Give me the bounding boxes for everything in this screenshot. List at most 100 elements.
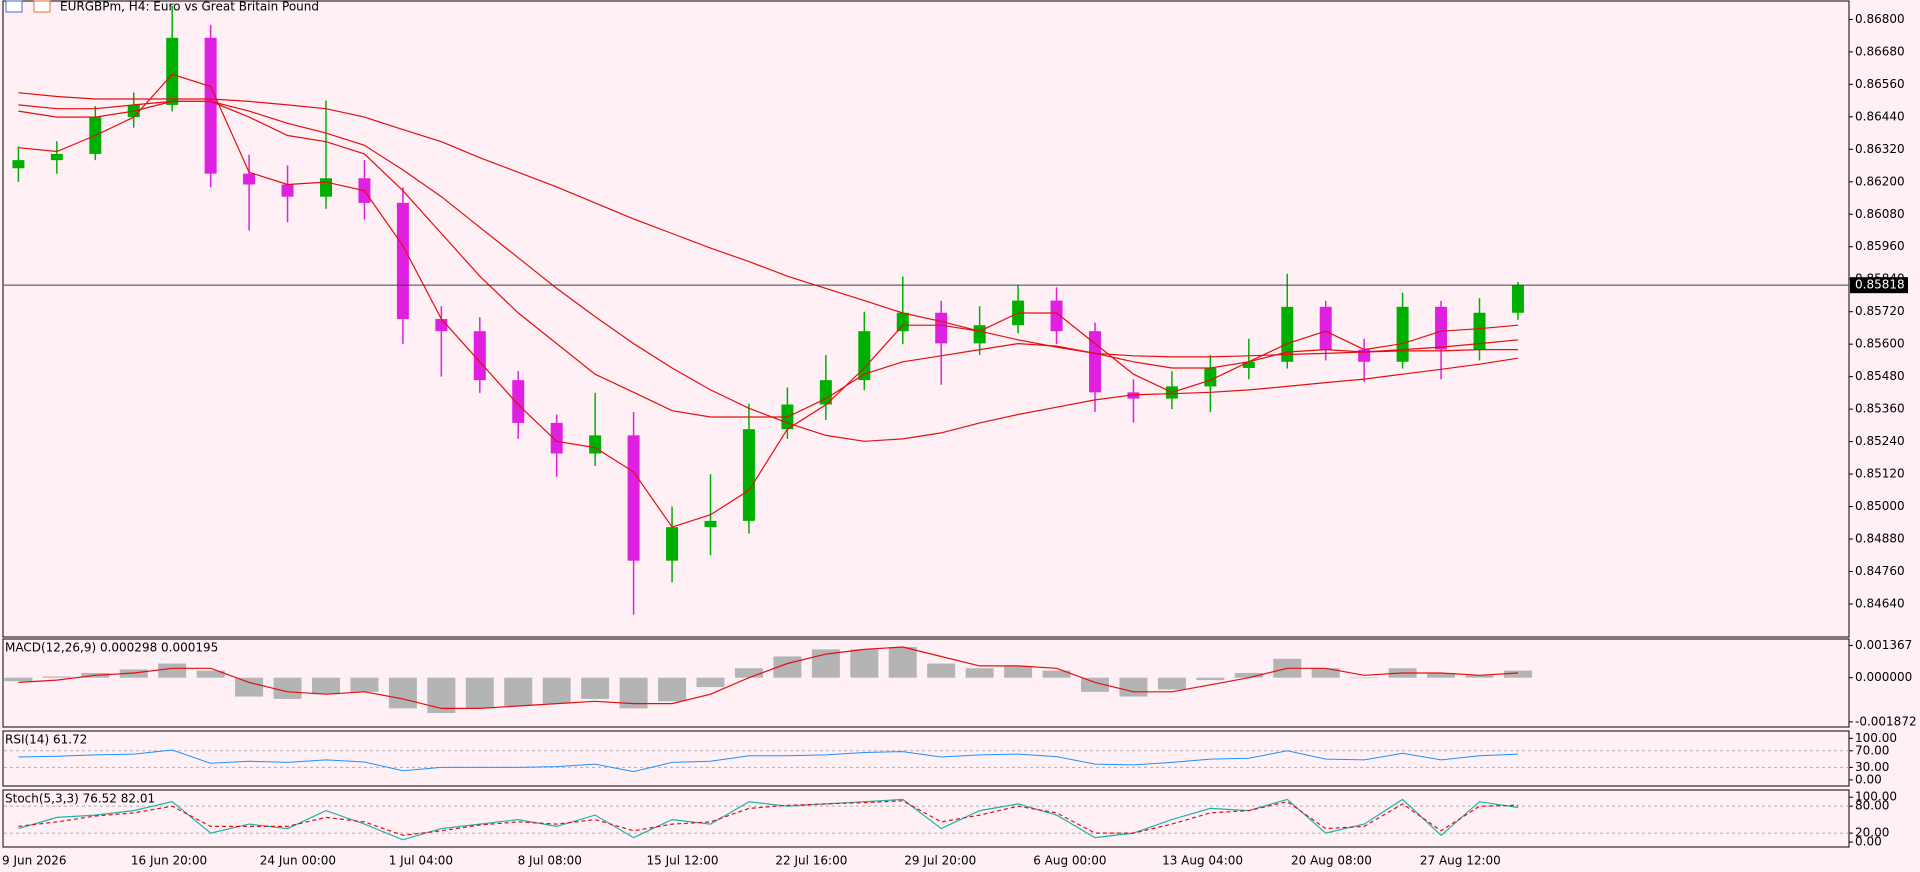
macd-bar <box>1350 677 1379 679</box>
candle-body <box>1127 392 1140 399</box>
y-tick-label: 0.85120 <box>1855 467 1905 481</box>
candle-body <box>204 37 217 174</box>
candle-body <box>973 325 986 344</box>
candle-body <box>1473 312 1486 350</box>
candle-body <box>12 160 25 169</box>
macd-bar <box>196 670 225 678</box>
y-tick-label: 0.86560 <box>1855 77 1905 91</box>
x-tick-label: 6 Aug 00:00 <box>1033 854 1106 868</box>
candle-body <box>512 380 525 423</box>
candle-body <box>550 422 563 454</box>
y-tick-label: 0.85720 <box>1855 304 1905 318</box>
candle-body <box>819 380 832 405</box>
stoch-line <box>18 800 1519 836</box>
moving-average <box>18 100 1519 418</box>
y-tick-label: 0.001367 <box>1855 638 1912 652</box>
candle-body <box>666 527 679 561</box>
indicator-title: Stoch(5,3,3) 76.52 82.01 <box>5 792 155 806</box>
x-tick-label: 1 Jul 04:00 <box>389 854 453 868</box>
y-tick-label: 0.00 <box>1855 835 1882 849</box>
y-tick-label: 100.00 <box>1855 731 1897 745</box>
y-tick-label: 0.84880 <box>1855 532 1905 546</box>
macd-bar <box>273 677 302 699</box>
rsi-panel <box>2 730 1850 787</box>
y-tick-label: -0.001872 <box>1855 714 1917 728</box>
y-tick-label: 0.85480 <box>1855 369 1905 383</box>
candle-body <box>243 173 256 185</box>
rsi-line <box>18 749 1519 773</box>
indicator-title: RSI(14) 61.72 <box>5 733 87 747</box>
candle-body <box>1396 306 1409 362</box>
x-tick-label: 9 Jun 2026 <box>2 854 67 868</box>
macd-bar <box>427 677 456 714</box>
candle-body <box>1511 285 1524 313</box>
stoch-line <box>18 798 1519 841</box>
macd-bar <box>1311 668 1340 678</box>
macd-panel <box>2 638 1850 728</box>
candle-body <box>1435 306 1448 350</box>
macd-bar <box>158 663 187 678</box>
macd-bar <box>504 677 533 707</box>
y-tick-label: 0.85360 <box>1855 402 1905 416</box>
candle-body <box>473 331 486 381</box>
y-tick-label: 0.84640 <box>1855 596 1905 610</box>
candle-body <box>1050 300 1063 332</box>
candle-body <box>281 184 294 197</box>
macd-bar <box>1234 672 1263 678</box>
y-tick-label: 100.00 <box>1855 790 1897 804</box>
macd-bar <box>1427 672 1456 678</box>
y-tick-label: 70.00 <box>1855 743 1889 757</box>
y-tick-label: 0.84760 <box>1855 564 1905 578</box>
macd-bar <box>927 663 956 678</box>
x-tick-label: 24 Jun 00:00 <box>260 854 336 868</box>
icon[interactable] <box>33 0 51 13</box>
x-tick-label: 8 Jul 08:00 <box>518 854 582 868</box>
candle-body <box>627 435 640 561</box>
candle-body <box>742 429 755 521</box>
candle-body <box>320 178 332 197</box>
candle-body <box>1319 306 1332 350</box>
y-tick-label: 0.86800 <box>1855 12 1905 26</box>
macd-signal <box>18 646 1519 709</box>
candle-body <box>1204 367 1217 387</box>
macd-bar <box>1004 665 1033 678</box>
macd-bar <box>1503 670 1532 678</box>
y-tick-label: 20.00 <box>1855 826 1889 840</box>
macd-bar <box>388 677 417 709</box>
x-tick-label: 29 Jul 20:00 <box>904 854 976 868</box>
macd-bar <box>350 677 379 692</box>
main-panel <box>2 0 1850 638</box>
moving-average <box>18 100 1519 442</box>
candle-body <box>858 331 871 381</box>
x-tick-label: 20 Aug 08:00 <box>1291 854 1372 868</box>
y-tick-label: 0.86080 <box>1855 207 1905 221</box>
macd-bar <box>1465 675 1494 678</box>
y-tick-label: 0.85960 <box>1855 239 1905 253</box>
macd-bar <box>542 677 571 704</box>
candle-body <box>704 520 717 528</box>
moving-average <box>18 73 1519 528</box>
candle-body <box>435 319 448 332</box>
macd-bar <box>734 668 763 678</box>
price-label-box <box>1850 277 1908 294</box>
chart-title: EURGBPm, H4: Euro vs Great Britain Pound <box>60 0 319 14</box>
macd-bar <box>1081 677 1109 692</box>
icon[interactable] <box>5 0 23 13</box>
candle-body <box>166 37 179 105</box>
macd-bar <box>235 677 264 697</box>
y-tick-label: 0.85000 <box>1855 499 1905 513</box>
x-tick-label: 15 Jul 12:00 <box>647 854 719 868</box>
x-tick-label: 13 Aug 04:00 <box>1162 854 1243 868</box>
stoch-panel <box>2 789 1850 848</box>
macd-bar <box>888 647 917 678</box>
y-tick-label: 0.86200 <box>1855 174 1905 188</box>
candle-body <box>50 153 63 161</box>
x-tick-label: 27 Aug 12:00 <box>1420 854 1501 868</box>
candle-body <box>1281 306 1294 362</box>
y-tick-label: 0.85240 <box>1855 434 1905 448</box>
macd-bar <box>312 677 340 695</box>
y-tick-label: 0.86680 <box>1855 44 1905 58</box>
